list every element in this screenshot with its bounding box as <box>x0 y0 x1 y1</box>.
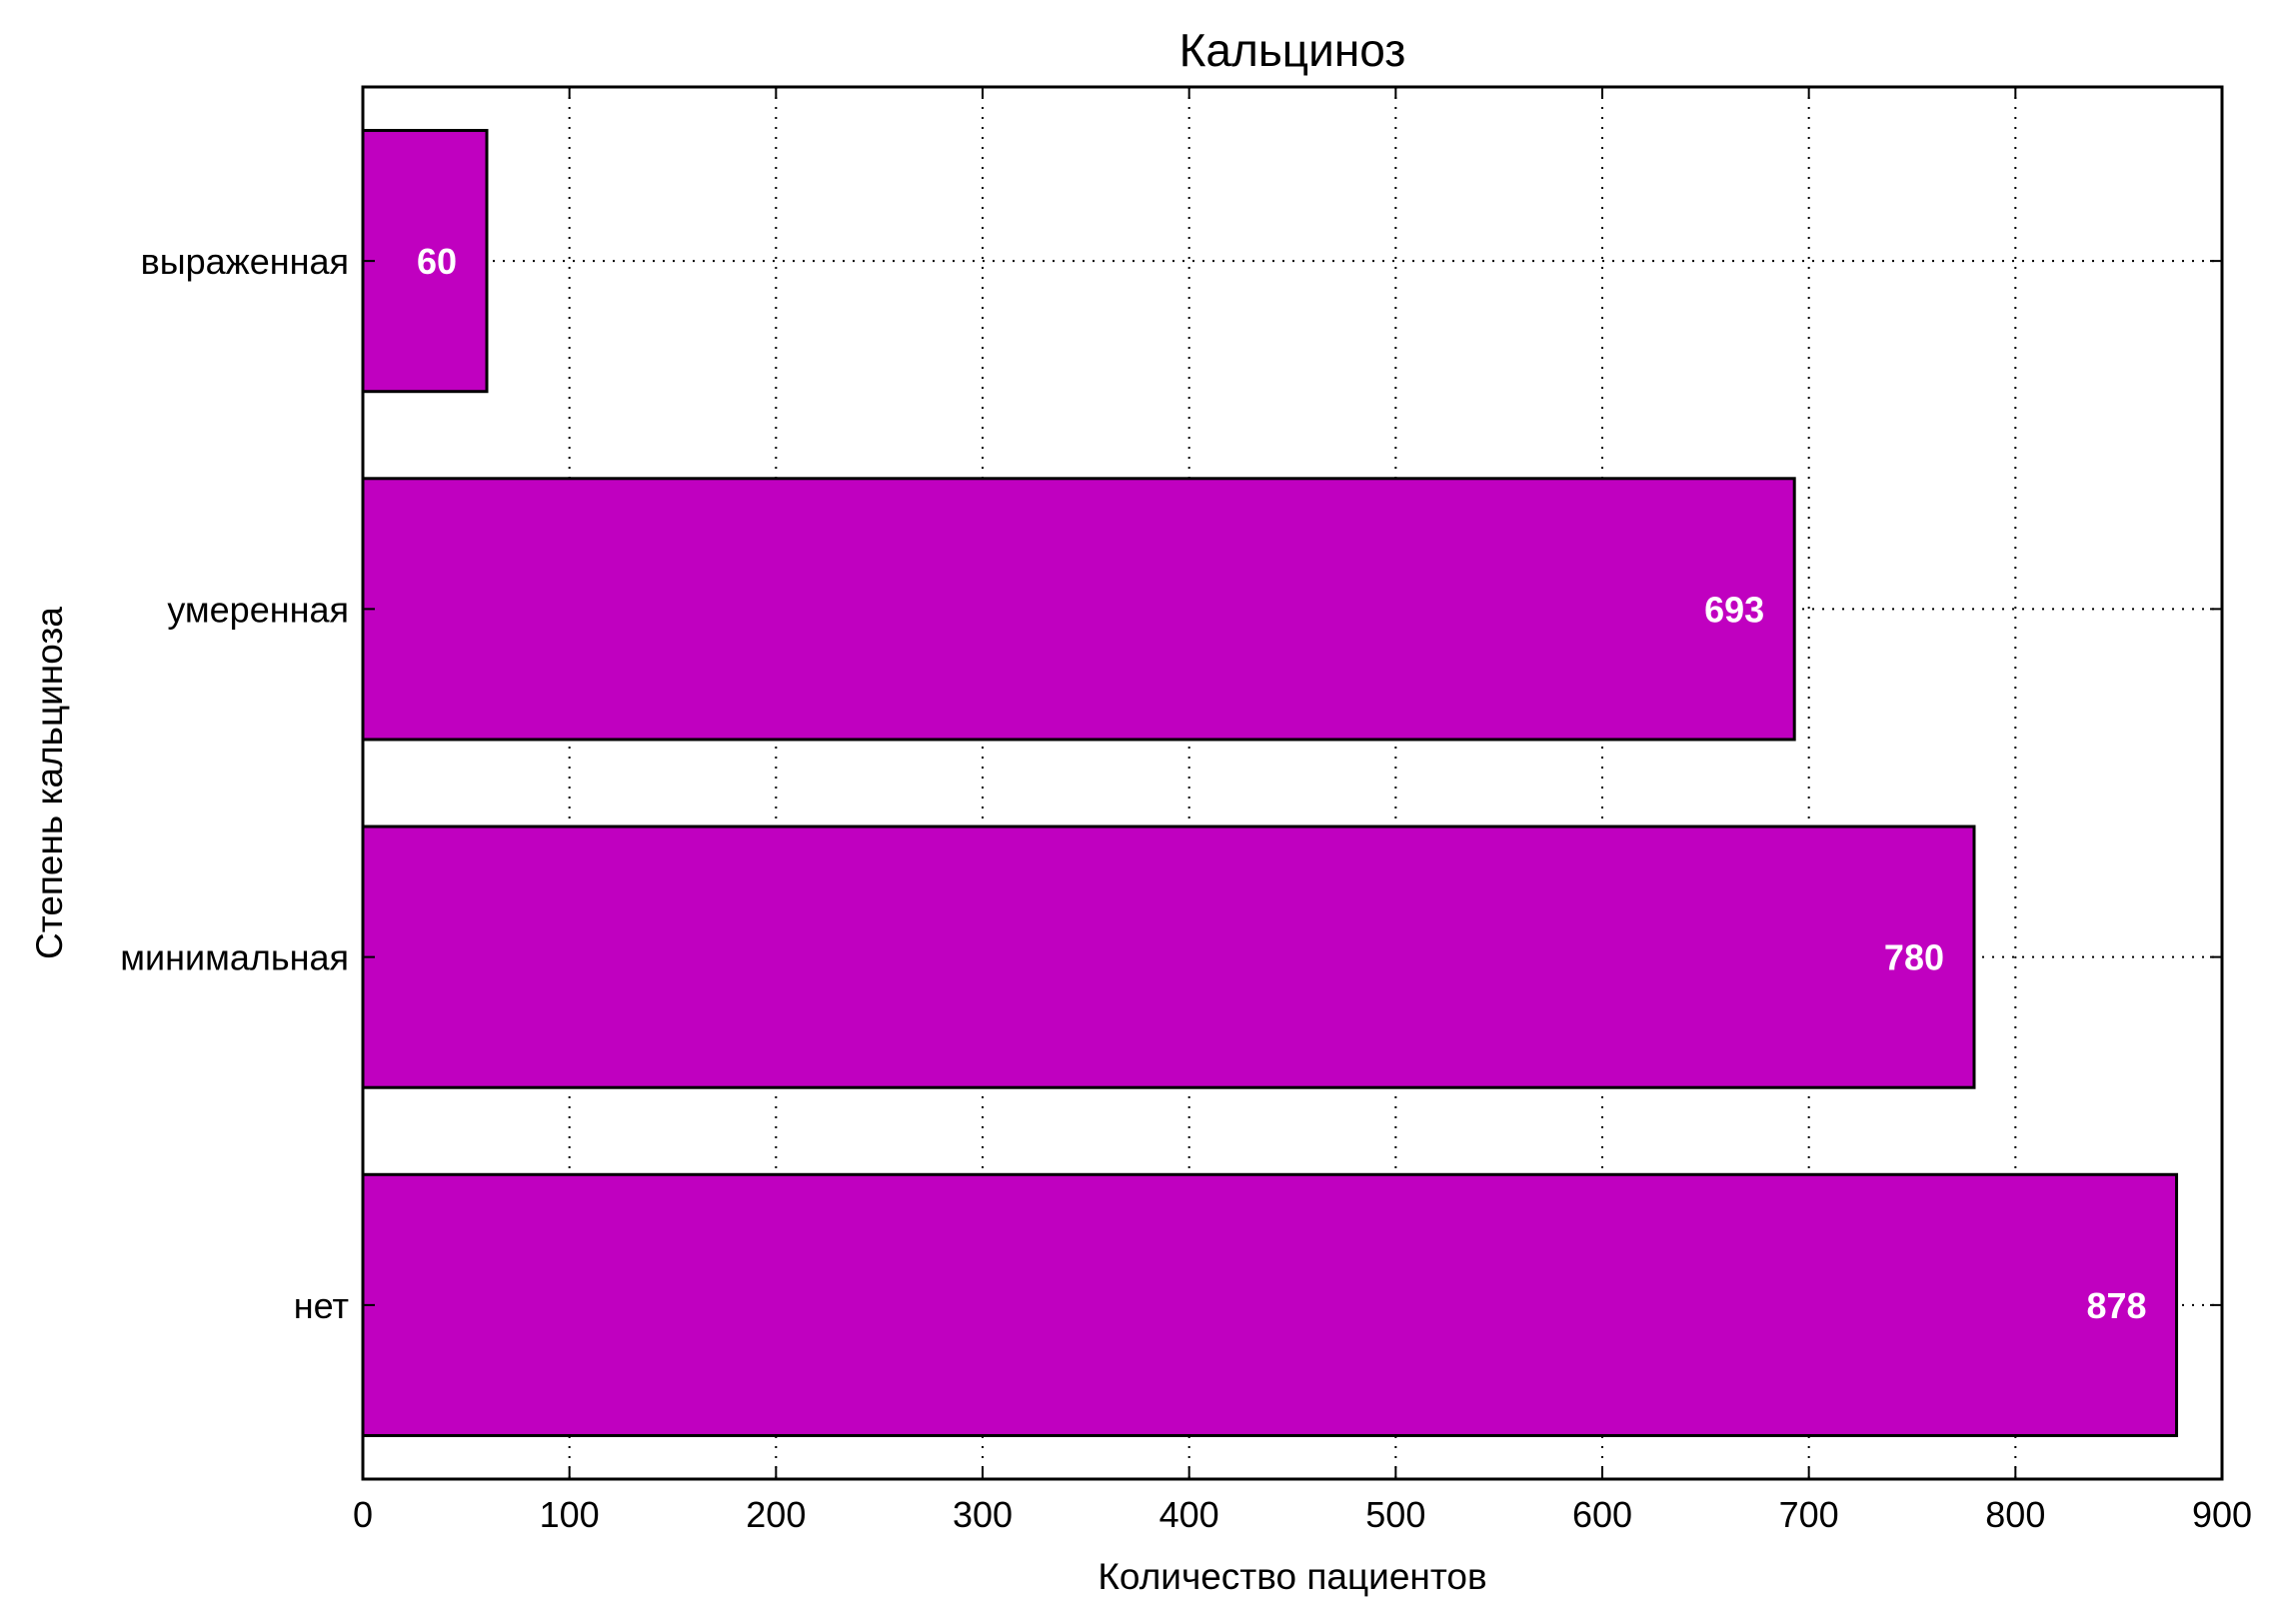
y-axis-tick-labels: выраженная умеренная минимальная нет <box>120 241 349 1326</box>
y-tick-label: минимальная <box>120 937 349 978</box>
x-tick-label: 800 <box>1985 1494 2045 1535</box>
bar <box>361 129 489 394</box>
x-tick-label: 0 <box>353 1494 373 1535</box>
x-axis-tick-labels: 0 100 200 300 400 500 600 700 800 900 <box>353 1494 2252 1535</box>
plot-area-frame <box>361 85 2224 1481</box>
data-label: 878 <box>2086 1285 2146 1326</box>
y-tick-label: нет <box>294 1285 349 1326</box>
y-axis-label: Степень кальциноза <box>29 607 70 959</box>
y-tick-label: выраженная <box>141 241 349 282</box>
data-label: 60 <box>417 241 457 282</box>
data-label: 780 <box>1884 937 1944 978</box>
bar <box>361 477 1796 742</box>
x-tick-label: 100 <box>540 1494 600 1535</box>
axis-ticks <box>362 87 2223 1479</box>
x-axis-label: Количество пациентов <box>1098 1556 1486 1597</box>
bar <box>361 824 1976 1089</box>
x-tick-label: 700 <box>1779 1494 1839 1535</box>
x-tick-label: 400 <box>1159 1494 1219 1535</box>
data-label: 693 <box>1704 589 1764 630</box>
y-tick-label: умеренная <box>167 589 349 630</box>
bar <box>361 1172 2179 1437</box>
data-labels: 60 693 780 878 <box>417 241 2147 1326</box>
chart-title: Кальциноз <box>1179 24 1406 76</box>
x-tick-label: 500 <box>1365 1494 1425 1535</box>
x-tick-label: 600 <box>1572 1494 1632 1535</box>
bars <box>361 129 2179 1437</box>
x-tick-label: 300 <box>953 1494 1013 1535</box>
x-tick-label: 900 <box>2192 1494 2252 1535</box>
x-tick-label: 200 <box>746 1494 806 1535</box>
